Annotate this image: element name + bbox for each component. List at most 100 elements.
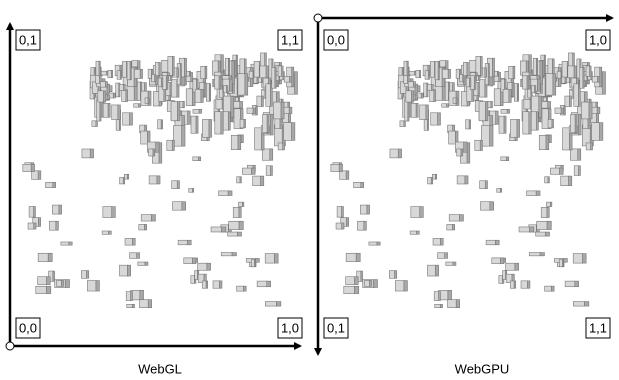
- building-side: [490, 202, 494, 210]
- building: [82, 149, 90, 158]
- building-side: [515, 263, 519, 270]
- building-side: [209, 119, 212, 137]
- building-side: [361, 182, 364, 187]
- building-side: [127, 265, 130, 276]
- building-side: [506, 157, 508, 161]
- building: [265, 302, 276, 307]
- building-side: [480, 56, 482, 75]
- building: [222, 76, 229, 79]
- building: [231, 135, 238, 149]
- building-side: [270, 149, 273, 160]
- building: [149, 149, 153, 156]
- building: [46, 182, 53, 187]
- building: [447, 224, 453, 230]
- building-side: [204, 83, 206, 97]
- building: [438, 253, 445, 259]
- building-side: [118, 105, 121, 120]
- building: [257, 281, 267, 287]
- building-side: [490, 126, 493, 147]
- building: [528, 89, 531, 98]
- building-side: [431, 177, 432, 183]
- building-side: [370, 280, 372, 286]
- building: [545, 286, 552, 291]
- building-side: [107, 95, 109, 100]
- building-side: [465, 176, 468, 184]
- building: [119, 85, 123, 91]
- building-side: [346, 171, 349, 180]
- building-side: [151, 215, 155, 221]
- building: [155, 62, 159, 75]
- building: [434, 292, 438, 301]
- building-side: [132, 238, 135, 245]
- building-side: [517, 84, 518, 102]
- building-side: [159, 62, 160, 75]
- building: [120, 177, 124, 183]
- building: [220, 89, 223, 98]
- building-side: [295, 72, 298, 95]
- building: [119, 265, 127, 276]
- building: [202, 119, 209, 137]
- building: [254, 61, 259, 77]
- building-side: [196, 116, 198, 133]
- building: [148, 69, 151, 78]
- building: [140, 300, 149, 308]
- building-side: [69, 242, 72, 245]
- building-side: [274, 254, 278, 264]
- building-side: [417, 231, 420, 234]
- building-side: [262, 96, 264, 106]
- building-side: [266, 66, 269, 78]
- building-side: [548, 177, 549, 183]
- building-side: [235, 60, 236, 75]
- building: [117, 71, 120, 80]
- building: [460, 74, 463, 81]
- building-side: [148, 300, 151, 308]
- building: [23, 164, 31, 171]
- building: [96, 61, 99, 76]
- building-side: [438, 61, 439, 79]
- building: [235, 97, 238, 101]
- building-side: [177, 101, 180, 120]
- building: [521, 281, 527, 288]
- building-side: [412, 91, 414, 102]
- building-side: [342, 207, 344, 218]
- building-side: [283, 143, 285, 150]
- building-side: [517, 119, 520, 137]
- building-side: [562, 260, 563, 267]
- building-side: [157, 176, 160, 184]
- building-side: [413, 82, 415, 88]
- building-side: [536, 191, 540, 196]
- building-side: [127, 174, 128, 179]
- building-side: [442, 87, 445, 101]
- building: [29, 207, 34, 218]
- building-side: [131, 292, 133, 301]
- building: [550, 168, 559, 174]
- building-side: [453, 262, 456, 265]
- building-side: [591, 143, 593, 150]
- building: [346, 277, 355, 285]
- building: [223, 112, 228, 130]
- building-side: [229, 76, 232, 79]
- building-side: [62, 280, 64, 286]
- building: [238, 74, 245, 95]
- building: [390, 149, 398, 158]
- building: [503, 271, 506, 280]
- corner-labels: 0,11,10,01,00,01,00,11,1: [16, 30, 610, 338]
- building: [428, 177, 432, 183]
- building: [457, 149, 461, 156]
- building: [344, 286, 355, 293]
- building-side: [139, 104, 141, 107]
- building-side: [96, 121, 98, 127]
- building: [108, 70, 111, 77]
- building: [125, 238, 132, 245]
- building-side: [546, 97, 547, 101]
- building-side: [448, 69, 450, 78]
- building: [446, 262, 453, 265]
- building: [548, 119, 552, 128]
- building: [574, 166, 578, 176]
- building: [139, 224, 145, 230]
- building-side: [292, 123, 295, 141]
- building-side: [187, 240, 191, 245]
- building-side: [239, 221, 243, 229]
- building-side: [579, 166, 581, 176]
- building-side: [552, 119, 554, 128]
